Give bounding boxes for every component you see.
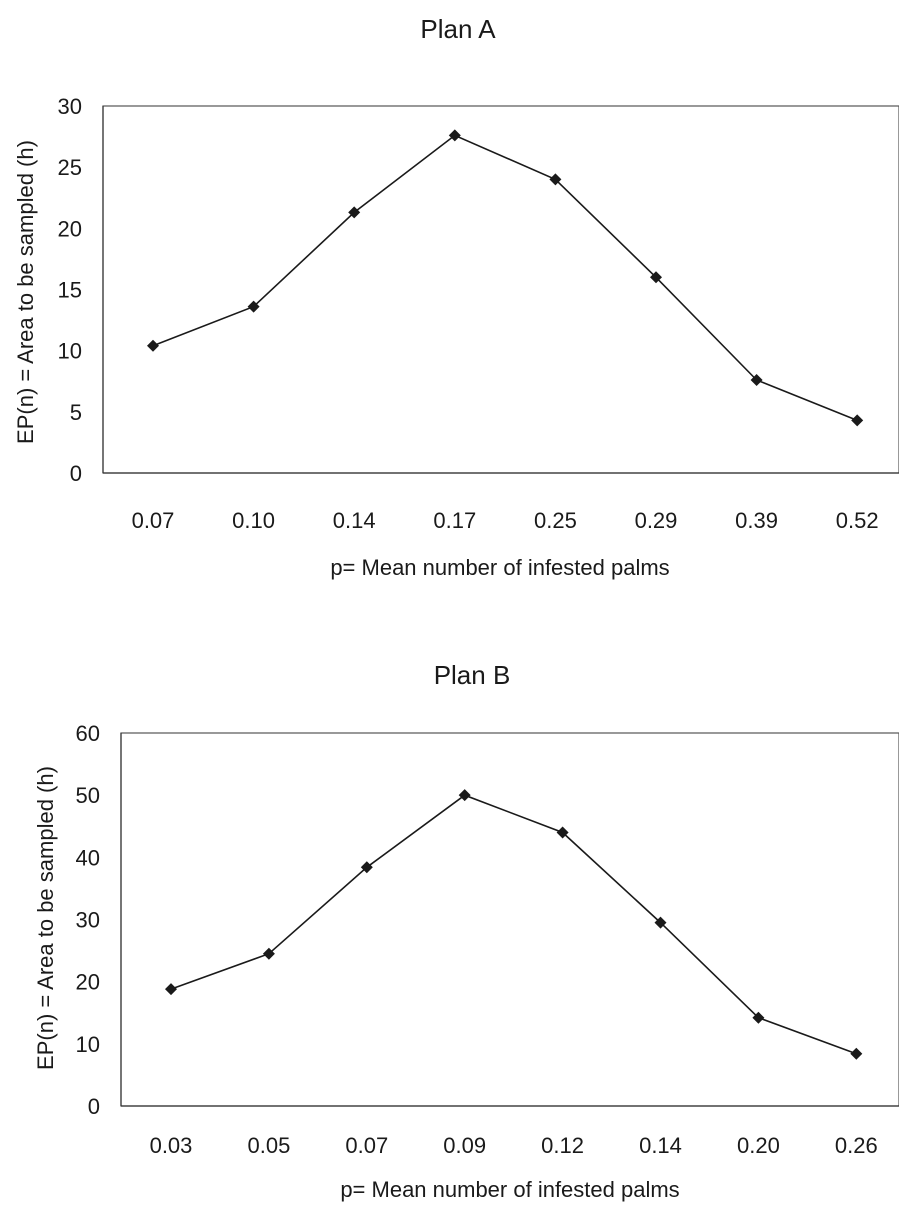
y-tick-label: 60 (76, 721, 100, 746)
x-tick-label: 0.05 (247, 1133, 290, 1158)
plot-area (120, 732, 899, 1107)
x-tick-labels: 0.07 0.10 0.14 0.17 0.25 0.29 0.39 0.52 (132, 508, 879, 533)
y-tick-label: 20 (76, 970, 100, 995)
y-tick-label: 40 (76, 845, 100, 870)
data-point-marker (448, 129, 461, 142)
data-point-marker (750, 374, 763, 387)
x-tick-label: 0.26 (835, 1133, 878, 1158)
data-point-marker (247, 300, 260, 313)
y-tick-label: 15 (58, 278, 82, 303)
y-tick-labels: 0 5 10 15 20 25 30 (58, 94, 82, 486)
chart-plan-b: Plan B 0 10 20 30 40 50 60 0.03 0.05 0.07 0.09 0.1… (33, 660, 899, 1202)
x-axis-label: p= Mean number of infested palms (340, 1177, 679, 1202)
y-tick-labels: 0 10 20 30 40 50 60 (76, 721, 100, 1119)
x-axis-label: p= Mean number of infested palms (330, 555, 669, 580)
data-point-marker (556, 826, 569, 839)
data-point-marker (348, 206, 361, 219)
data-point-marker (851, 414, 864, 427)
y-tick-label: 25 (58, 155, 82, 180)
data-point-marker (850, 1047, 863, 1060)
series-line (152, 134, 858, 422)
chart-plan-a: Plan A 0 5 10 15 20 25 30 0.07 0.10 0.14 0.17 0.25… (13, 14, 899, 580)
y-tick-label: 10 (76, 1032, 100, 1057)
x-tick-label: 0.14 (639, 1133, 682, 1158)
y-tick-label: 20 (58, 216, 82, 241)
x-tick-label: 0.14 (333, 508, 376, 533)
x-tick-labels: 0.03 0.05 0.07 0.09 0.12 0.14 0.20 0.26 (150, 1133, 878, 1158)
y-tick-label: 0 (88, 1094, 100, 1119)
data-point-marker (165, 983, 177, 996)
x-tick-label: 0.03 (150, 1133, 193, 1158)
data-point-marker (262, 947, 275, 960)
y-tick-label: 30 (58, 94, 82, 119)
x-tick-label: 0.10 (232, 508, 275, 533)
data-point-marker (147, 339, 159, 352)
x-tick-label: 0.29 (635, 508, 678, 533)
x-tick-label: 0.17 (433, 508, 476, 533)
y-tick-label: 30 (76, 908, 100, 933)
data-point-marker (549, 173, 562, 186)
series-line (170, 794, 857, 1055)
data-markers (147, 129, 864, 427)
x-tick-label: 0.12 (541, 1133, 584, 1158)
plot-area (102, 105, 899, 474)
chart-title: Plan A (420, 14, 496, 44)
chart-title: Plan B (434, 660, 511, 690)
x-tick-label: 0.07 (345, 1133, 388, 1158)
x-tick-label: 0.20 (737, 1133, 780, 1158)
data-point-marker (360, 861, 373, 874)
y-axis-label: EP(n) = Area to be sampled (h) (33, 766, 58, 1070)
x-tick-label: 0.39 (735, 508, 778, 533)
y-tick-label: 10 (58, 339, 82, 364)
y-tick-label: 50 (76, 783, 100, 808)
data-markers (165, 789, 863, 1060)
y-tick-label: 0 (70, 461, 82, 486)
data-point-marker (458, 789, 471, 802)
data-point-marker (650, 271, 662, 284)
data-point-marker (654, 916, 667, 929)
x-tick-label: 0.25 (534, 508, 577, 533)
y-axis-label: EP(n) = Area to be sampled (h) (13, 140, 38, 444)
data-point-marker (752, 1011, 765, 1024)
x-tick-label: 0.07 (132, 508, 175, 533)
x-tick-label: 0.52 (836, 508, 879, 533)
y-tick-label: 5 (70, 400, 82, 425)
x-tick-label: 0.09 (443, 1133, 486, 1158)
